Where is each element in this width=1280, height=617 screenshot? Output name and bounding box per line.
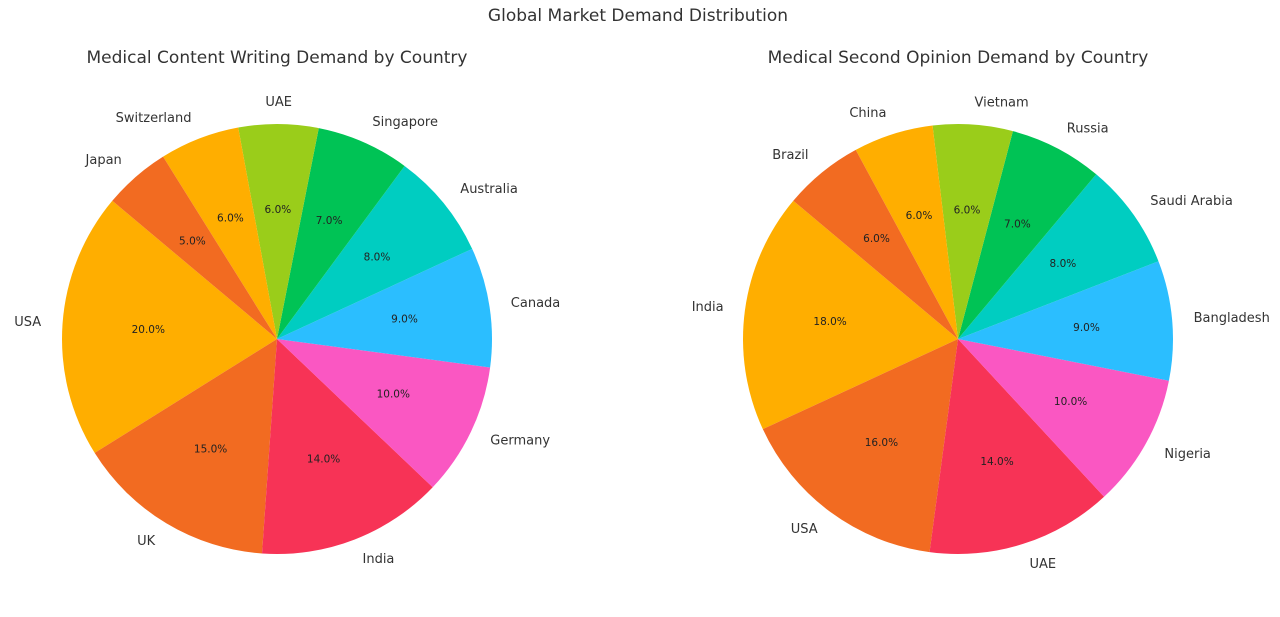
pie-title-second-opinion: Medical Second Opinion Demand by Country	[768, 48, 1149, 68]
figure-suptitle: Global Market Demand Distribution	[488, 6, 788, 26]
pie-slice-usa	[762, 339, 958, 553]
pie-label-india: India	[363, 552, 395, 567]
pie-value-label-russia: 7.0%	[1004, 219, 1031, 231]
pie-chart-second-opinion: Medical Second Opinion Demand by Country…	[692, 48, 1270, 572]
pie-slice-germany	[277, 339, 491, 488]
pie-value-label-nigeria: 10.0%	[1054, 396, 1087, 408]
pie-slice-bangladesh	[958, 261, 1174, 381]
pie-slice-india	[743, 200, 958, 430]
pie-slice-uae	[929, 339, 1105, 554]
pie-value-label-india: 14.0%	[307, 453, 340, 465]
pie-slice-india	[262, 339, 433, 555]
pie-value-label-china: 6.0%	[906, 210, 933, 222]
pie-slices-content-writing	[62, 123, 492, 555]
pie-title-content-writing: Medical Content Writing Demand by Countr…	[87, 48, 468, 68]
pie-label-india: India	[692, 300, 724, 315]
pie-slices-second-opinion	[743, 123, 1174, 554]
pie-value-label-usa: 20.0%	[132, 324, 165, 336]
pie-labels-content-writing: USA 20.0% UK 15.0% India 14.0% Germany 10.0% Can…	[14, 95, 560, 567]
pie-slice-uae	[238, 123, 319, 339]
pie-value-label-uae: 6.0%	[265, 204, 292, 216]
pie-value-label-saudi-arabia: 8.0%	[1050, 258, 1077, 270]
pie-label-uae: UAE	[265, 95, 292, 110]
pie-slice-nigeria	[958, 339, 1169, 497]
pie-label-usa: USA	[791, 522, 818, 537]
pie-label-singapore: Singapore	[372, 115, 438, 130]
pie-label-switzerland: Switzerland	[116, 111, 192, 126]
pie-slice-china	[855, 125, 958, 339]
pie-label-japan: Japan	[85, 153, 122, 168]
pie-value-label-singapore: 7.0%	[316, 215, 343, 227]
pie-slice-australia	[277, 165, 473, 339]
pie-label-germany: Germany	[490, 434, 550, 449]
pie-label-russia: Russia	[1067, 122, 1109, 137]
pie-value-label-uk: 15.0%	[194, 444, 227, 456]
pie-slice-switzerland	[163, 127, 277, 339]
pie-slice-saudi-arabia	[958, 174, 1159, 339]
pie-slice-russia	[958, 131, 1097, 339]
pie-label-australia: Australia	[460, 182, 518, 197]
pie-label-canada: Canada	[511, 296, 560, 311]
pie-slice-uk	[94, 339, 277, 554]
pie-value-label-australia: 8.0%	[364, 252, 391, 264]
pie-label-china: China	[849, 106, 886, 121]
pie-value-label-india: 18.0%	[813, 316, 846, 328]
pie-value-label-vietnam: 6.0%	[954, 204, 981, 216]
pie-label-brazil: Brazil	[772, 148, 808, 163]
pie-value-label-brazil: 6.0%	[863, 233, 890, 245]
pie-value-label-germany: 10.0%	[377, 389, 410, 401]
pie-label-vietnam: Vietnam	[975, 96, 1029, 111]
pie-value-label-canada: 9.0%	[391, 314, 418, 326]
pie-slice-usa	[62, 200, 277, 453]
pie-label-bangladesh: Bangladesh	[1194, 311, 1270, 326]
pie-slice-canada	[277, 248, 492, 368]
pie-chart-content-writing: Medical Content Writing Demand by Countr…	[14, 48, 560, 567]
pie-label-uae: UAE	[1030, 557, 1057, 572]
pie-value-label-switzerland: 6.0%	[217, 213, 244, 225]
pie-value-label-uae: 14.0%	[980, 456, 1013, 468]
pie-slice-brazil	[793, 149, 958, 339]
pie-value-label-usa: 16.0%	[865, 437, 898, 449]
pie-value-label-bangladesh: 9.0%	[1073, 322, 1100, 334]
pie-labels-second-opinion: India 18.0% USA 16.0% UAE 14.0% Nigeria 10.0% Ba…	[692, 96, 1270, 572]
pie-label-nigeria: Nigeria	[1164, 447, 1211, 462]
pie-label-usa: USA	[14, 315, 41, 330]
pie-label-uk: UK	[137, 534, 156, 549]
pie-slice-japan	[112, 156, 277, 339]
pie-slice-singapore	[277, 128, 405, 339]
pie-slice-vietnam	[932, 123, 1013, 340]
pie-value-label-japan: 5.0%	[179, 236, 206, 248]
pie-label-saudi-arabia: Saudi Arabia	[1150, 194, 1233, 209]
